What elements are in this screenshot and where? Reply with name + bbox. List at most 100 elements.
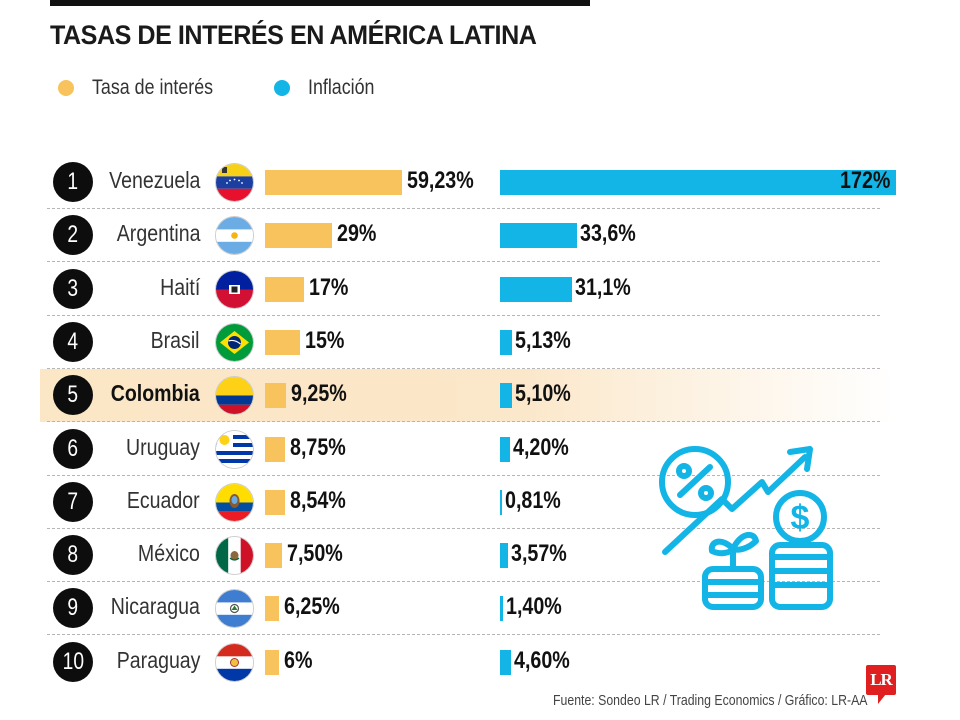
row-separator	[47, 314, 880, 316]
chart-row: 1 Venezuela 59,23% 172%	[0, 156, 960, 209]
inflation-bar	[500, 383, 512, 409]
haiti-flag	[216, 270, 253, 308]
ecuador-flag	[216, 483, 253, 521]
inflation-bar	[500, 223, 578, 249]
rank-number: 8	[67, 541, 79, 569]
chart-row: 8 México 7,50% 3,57%	[0, 529, 960, 583]
rank-number: 4	[67, 327, 79, 355]
interest-value-label: 6,25%	[284, 593, 341, 621]
interest-bar	[265, 329, 300, 355]
interest-bar	[265, 170, 402, 195]
interest-bar	[265, 543, 283, 569]
rank-badge: 3	[53, 268, 93, 309]
interest-bar	[265, 649, 279, 675]
paraguay-flag	[216, 643, 253, 681]
inflation-value-label: 4,20%	[512, 433, 569, 461]
interest-value-label: 59,23%	[407, 167, 474, 194]
interest-value-label: 17%	[309, 273, 349, 301]
inflation-value-label: 0,81%	[505, 486, 561, 514]
chart-row: 2 Argentina 29% 33,6%	[0, 209, 960, 263]
inflation-bar	[500, 596, 504, 622]
country-label: Venezuela	[108, 167, 200, 193]
interest-bar	[265, 223, 333, 249]
nicaragua-flag	[216, 590, 253, 628]
rank-badge: 5	[53, 375, 93, 416]
colombia-flag	[216, 377, 253, 415]
inflation-bar	[500, 436, 510, 462]
highlight-background	[40, 369, 895, 423]
lr-logo: LR	[866, 665, 896, 695]
rank-badge: 4	[53, 321, 93, 362]
country-label: México	[138, 540, 200, 567]
interest-value-label: 6%	[283, 646, 313, 674]
inflation-bar	[500, 543, 509, 569]
chart-row: 10 Paraguay 6% 4,60%	[0, 636, 960, 689]
rank-badge: 2	[53, 215, 93, 256]
interest-bar	[265, 596, 280, 622]
interest-bar	[265, 489, 285, 515]
row-separator	[47, 367, 880, 369]
top-rule	[50, 0, 590, 6]
inflation-value-label: 5,13%	[514, 326, 571, 354]
inflation-bar	[500, 489, 502, 515]
legend-label-interest: Tasa de interés	[92, 76, 214, 99]
rank-number: 7	[67, 487, 79, 515]
rank-number: 10	[62, 647, 84, 675]
rank-badge: 8	[53, 535, 93, 576]
country-label: Ecuador	[127, 486, 200, 513]
inflation-value-label: 172%	[839, 167, 890, 194]
row-separator	[47, 261, 880, 263]
rank-number: 2	[67, 221, 79, 249]
inflation-value-label: 4,60%	[513, 646, 570, 674]
interest-bar	[265, 276, 305, 302]
interest-value-label: 29%	[337, 220, 377, 248]
inflation-value-label: 31,1%	[574, 273, 631, 301]
finance-growth-icon: $	[659, 446, 833, 610]
row-separator	[47, 527, 880, 529]
legend-dot-interest	[58, 80, 74, 96]
legend-item-interest: Tasa de interés	[58, 76, 234, 100]
row-separator	[47, 421, 880, 423]
row-separator	[47, 634, 880, 636]
chart-row: 5 Colombia 9,25% 5,10%	[0, 369, 960, 423]
rank-badge: 6	[53, 428, 93, 469]
country-label: Paraguay	[116, 646, 200, 673]
row-separator	[47, 474, 880, 476]
country-label: Nicaragua	[110, 593, 200, 620]
chart-row: 4 Brasil 15% 5,13%	[0, 316, 960, 369]
interest-bar	[265, 436, 286, 462]
row-separator	[47, 208, 880, 209]
interest-value-label: 7,50%	[287, 540, 344, 568]
rank-number: 1	[67, 168, 79, 195]
venezuela-flag	[216, 164, 253, 201]
argentina-flag	[216, 217, 253, 255]
chart-row: 9 Nicaragua 6,25% 1,40%	[0, 582, 960, 636]
country-label: Uruguay	[126, 433, 200, 460]
country-label: Haití	[159, 273, 200, 300]
country-label: Colombia	[110, 380, 200, 407]
rank-number: 9	[67, 594, 79, 622]
lr-logo-tail	[878, 694, 886, 704]
rank-badge: 10	[53, 641, 93, 682]
rank-number: 5	[67, 381, 79, 409]
inflation-bar	[500, 649, 511, 675]
brazil-flag	[216, 323, 253, 361]
legend: Tasa de interés Inflación	[58, 76, 427, 100]
country-label: Argentina	[116, 220, 200, 247]
legend-item-inflation: Inflación	[274, 76, 386, 100]
rank-badge: 7	[53, 481, 93, 522]
interest-bar	[265, 383, 287, 409]
interest-value-label: 15%	[304, 326, 345, 354]
inflation-bar	[500, 329, 512, 355]
inflation-value-label: 3,57%	[511, 540, 568, 568]
legend-dot-inflation	[274, 80, 291, 96]
inflation-bar	[500, 170, 896, 195]
rank-number: 3	[67, 274, 79, 302]
chart-title: TASAS DE INTERÉS EN AMÉRICA LATINA	[50, 20, 537, 50]
interest-value-label: 9,25%	[291, 380, 348, 408]
inflation-bar	[500, 276, 572, 302]
legend-label-inflation: Inflación	[308, 76, 375, 99]
rank-badge: 9	[53, 588, 93, 629]
rank-badge: 1	[53, 162, 93, 202]
interest-value-label: 8,54%	[289, 486, 346, 514]
